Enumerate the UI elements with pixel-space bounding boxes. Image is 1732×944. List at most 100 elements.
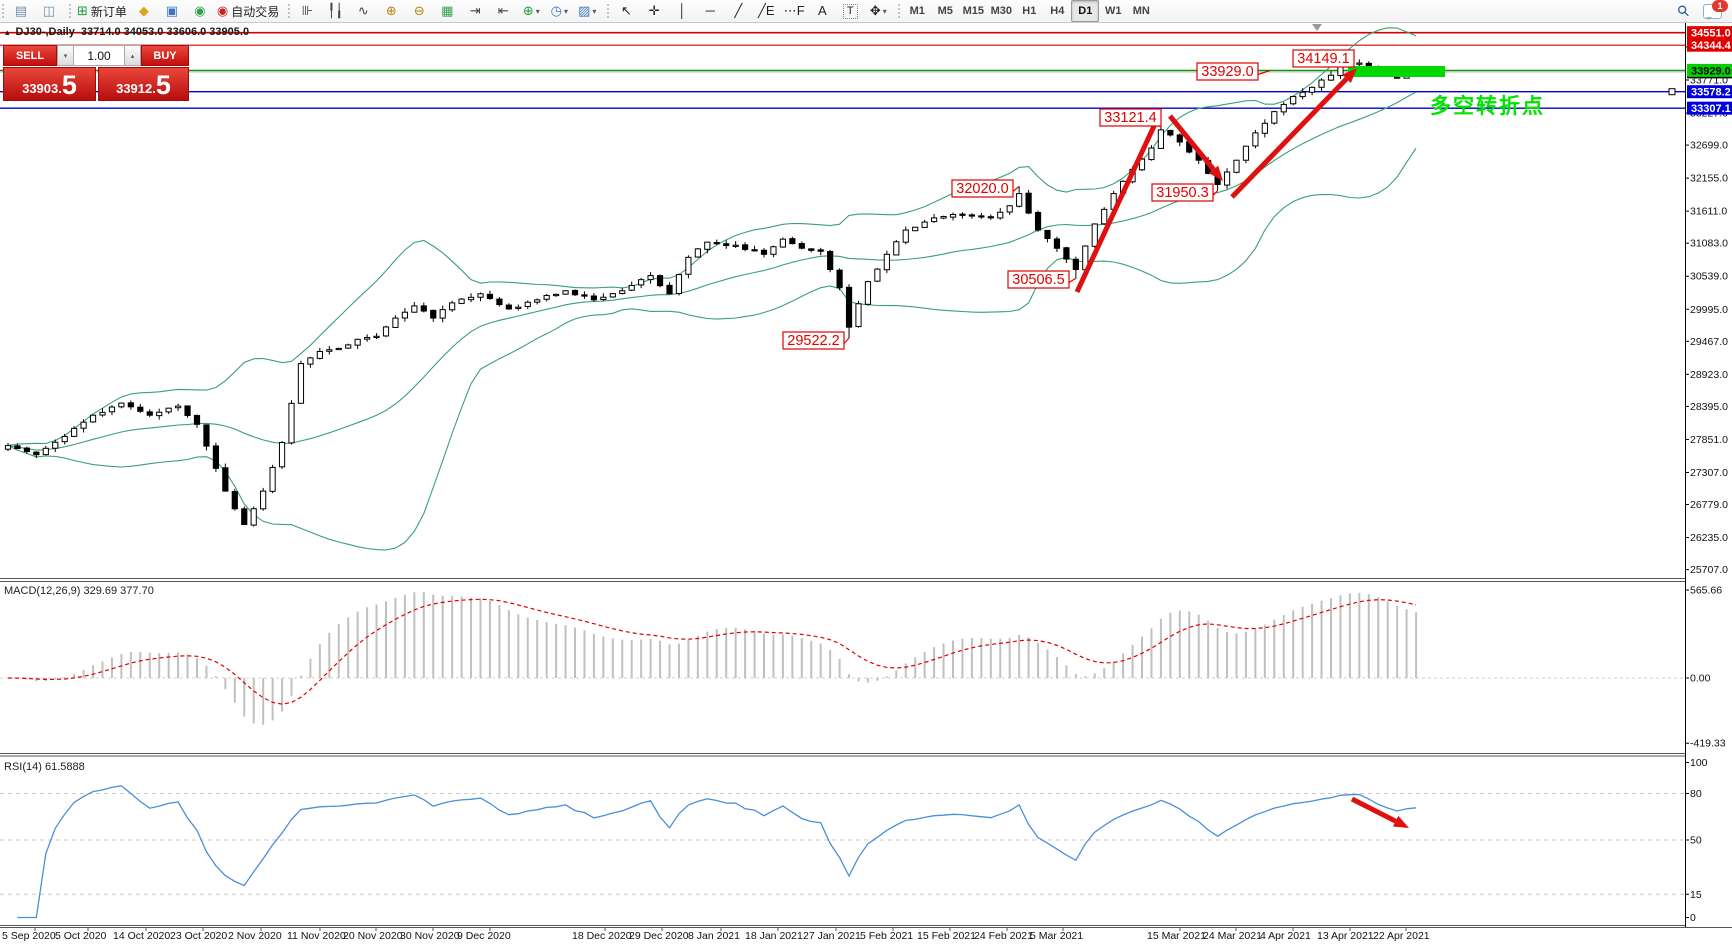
timeframe-h4[interactable]: H4 [1050, 5, 1065, 17]
buy-button[interactable]: BUY [141, 45, 189, 66]
volume-input[interactable] [74, 45, 124, 66]
zoom-out-icon[interactable]: ⊖ [405, 0, 433, 22]
channel-icon[interactable]: ╱E [752, 0, 780, 22]
price-callout[interactable]: 34149.1 [1292, 49, 1355, 68]
line-chart-icon: ∿ [357, 3, 369, 18]
volume-decrease-button[interactable]: ▾ [57, 45, 74, 66]
price-callout[interactable]: 31950.3 [1151, 183, 1219, 202]
cn-annotation-text[interactable]: 多空转折点 [1430, 94, 1545, 118]
price-callout-label: 33121.4 [1104, 110, 1156, 126]
price-badge: 34344.4 [1687, 38, 1732, 52]
timeframe-m5[interactable]: M5 [937, 5, 953, 17]
metaeditor-icon[interactable]: ◆ [130, 0, 158, 22]
chart-shift-icon[interactable]: ⇤ [489, 0, 517, 22]
timeframe-m30[interactable]: M30 [990, 5, 1012, 17]
annotation-arrowhead[interactable] [1392, 815, 1409, 828]
date-label: 22 Apr 2021 [1373, 930, 1430, 942]
date-label: 4 Apr 2021 [1260, 930, 1311, 942]
price-callout[interactable]: 33929.0 [1196, 62, 1271, 81]
vertical-line-icon[interactable]: │ [668, 0, 696, 22]
macd-pane: MACD(12,26,9) 329.69 377.70 [0, 585, 1685, 725]
new-order-icon[interactable]: ⊞ 新订单 [74, 0, 130, 22]
timeframe-mn[interactable]: MN [1132, 5, 1150, 17]
arrows-icon-dropdown[interactable]: ▾ [882, 6, 887, 16]
templates-icon-dropdown[interactable]: ▾ [592, 6, 597, 16]
signals-icon[interactable]: ◉ [186, 0, 214, 22]
tile-windows-icon[interactable]: ▦ [433, 0, 461, 22]
annotation-arrow[interactable] [1230, 77, 1349, 199]
svg-text:34551.0: 34551.0 [1691, 28, 1731, 40]
profile-preview-icon[interactable]: ◫ [35, 0, 63, 22]
profile-preview-icon: ◫ [42, 3, 56, 18]
zoom-in-icon[interactable]: ⊕ [377, 0, 405, 22]
search-icon[interactable]: ⚲ [1673, 1, 1694, 22]
autotrading-icon[interactable]: ◉ 自动交易 [214, 0, 282, 22]
date-axis[interactable]: 5 Sep 2020 5 Oct 2020 14 Oct 2020 23 Oct 20… [2, 927, 1430, 942]
line-chart-icon[interactable]: ∿ [349, 0, 377, 22]
rsi-tick-label: 50 [1690, 835, 1702, 847]
terminal-icon[interactable]: ▣ [158, 0, 186, 22]
templates-icon[interactable]: ▨ ▾ [573, 0, 601, 22]
indicators-icon[interactable]: ⊕ ▾ [517, 0, 545, 22]
price-callout-label: 32020.0 [956, 181, 1008, 197]
date-label: 23 Oct 2020 [170, 930, 227, 942]
sell-price-big: 5 [61, 70, 77, 100]
volume-increase-button[interactable]: ▴ [124, 45, 141, 66]
trendline-icon[interactable]: ╱ [724, 0, 752, 22]
auto-scroll-icon[interactable]: ⇥ [461, 0, 489, 22]
chart-window-icon[interactable]: ▤ [7, 0, 35, 22]
rsi-label: RSI(14) 61.5888 [4, 761, 85, 773]
indicators-icon-dropdown[interactable]: ▾ [535, 6, 540, 16]
line-selection-handle[interactable] [1668, 88, 1676, 96]
crosshair-icon[interactable]: ✛ [640, 0, 668, 22]
chat-icon[interactable]: 1 [1703, 0, 1728, 20]
metaeditor-icon: ◆ [138, 3, 149, 18]
bar-chart-icon[interactable]: ⊪ [293, 0, 321, 22]
horizontal-line-icon[interactable]: ─ [696, 0, 724, 22]
price-callout[interactable]: 32020.0 [951, 179, 1020, 198]
toolbar-group-windows: ▤ ◫ [0, 0, 67, 22]
date-label: 15 Feb 2021 [917, 930, 976, 942]
sell-button[interactable]: SELL [3, 45, 57, 66]
text-label-icon[interactable]: T [836, 0, 864, 22]
collapse-panel-icon[interactable]: ▴ [5, 26, 10, 37]
candlestick-chart-icon[interactable]: ╿╽ [321, 0, 349, 22]
price-axis[interactable]: 34315.033771.033227.032699.032155.031611… [1685, 22, 1732, 927]
bar-chart-icon: ⊪ [301, 3, 313, 18]
periods-icon-dropdown[interactable]: ▾ [563, 6, 568, 16]
rsi-tick-label: 80 [1690, 788, 1702, 800]
timeframe-h1[interactable]: H1 [1022, 5, 1037, 17]
cursor-icon[interactable]: ↖ [612, 0, 640, 22]
price-callout[interactable]: 29522.2 [782, 331, 850, 350]
annotation-arrowhead[interactable] [1208, 165, 1223, 181]
arrows-icon[interactable]: ✥ ▾ [864, 0, 892, 22]
buy-price[interactable]: 33912. 5 [98, 67, 189, 101]
arrows-icon: ✥ [869, 3, 881, 18]
annotation-arrow[interactable] [1350, 796, 1397, 824]
periods-icon[interactable]: ◷ ▾ [545, 0, 573, 22]
timeframe-m15[interactable]: M15 [962, 5, 984, 17]
timeframe-w1[interactable]: W1 [1105, 5, 1122, 17]
highlight-rectangle[interactable] [1348, 66, 1445, 77]
rsi-tick-label: 100 [1690, 757, 1708, 769]
date-label: 30 Nov 2020 [400, 930, 460, 942]
annotation-arrow[interactable] [1168, 114, 1216, 171]
toolbar-right: ⚲ 1 [1674, 0, 1732, 21]
price-tick-label: 29995.0 [1690, 304, 1728, 316]
autotrading-icon-label: 自动交易 [231, 4, 280, 19]
sell-price-main: 33903. [22, 81, 62, 96]
fibonacci-icon[interactable]: ⋯F [780, 0, 808, 22]
price-callout[interactable]: 33121.4 [1099, 108, 1162, 127]
price-badge: 34551.0 [1687, 26, 1732, 40]
text-icon[interactable]: A [808, 0, 836, 22]
volume-stepper: ▾ ▴ [57, 45, 141, 66]
timeframe-d1[interactable]: D1 [1071, 0, 1100, 22]
annotation-arrowhead[interactable] [1342, 68, 1357, 83]
timeframe-m1[interactable]: M1 [909, 5, 925, 17]
sell-price[interactable]: 33903. 5 [3, 67, 96, 101]
text-icon: A [817, 3, 827, 18]
price-callout[interactable]: 30506.5 [1007, 270, 1077, 289]
periods-icon: ◷ [550, 3, 562, 18]
annotation-arrow[interactable] [1074, 123, 1157, 294]
